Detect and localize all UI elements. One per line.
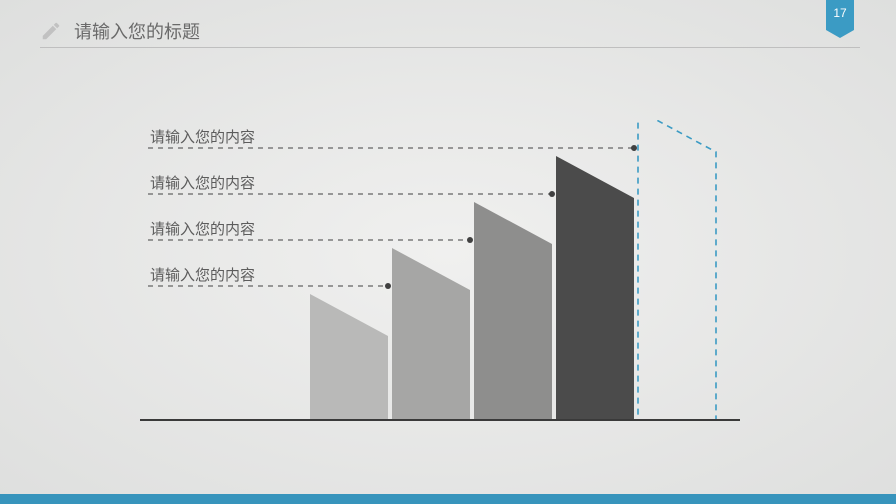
chart-label: 请输入您的内容 [150, 126, 255, 147]
chart-label: 请输入您的内容 [150, 218, 255, 239]
chart-bar [474, 202, 552, 420]
bottom-accent-bar [0, 494, 896, 504]
label-dot [385, 283, 391, 289]
slide: 请输入您的标题 17 请输入您的内容请输入您的内容请输入您的内容请输入您的内容 [0, 0, 896, 504]
chart-bar-outline [638, 120, 716, 420]
slide-title: 请输入您的标题 [74, 18, 200, 44]
page-number-ribbon: 17 [826, 0, 854, 38]
slide-header: 请输入您的标题 [40, 18, 856, 44]
chart-label: 请输入您的内容 [150, 264, 255, 285]
page-number: 17 [826, 6, 854, 20]
chart-label: 请输入您的内容 [150, 172, 255, 193]
label-dot [467, 237, 473, 243]
chart-bar [392, 248, 470, 420]
pencil-icon [40, 20, 62, 42]
chart-bar [310, 294, 388, 420]
label-dot [631, 145, 637, 151]
bar-chart: 请输入您的内容请输入您的内容请输入您的内容请输入您的内容 [130, 120, 770, 440]
header-rule [40, 47, 860, 48]
label-dot [549, 191, 555, 197]
chart-bar [556, 156, 634, 420]
